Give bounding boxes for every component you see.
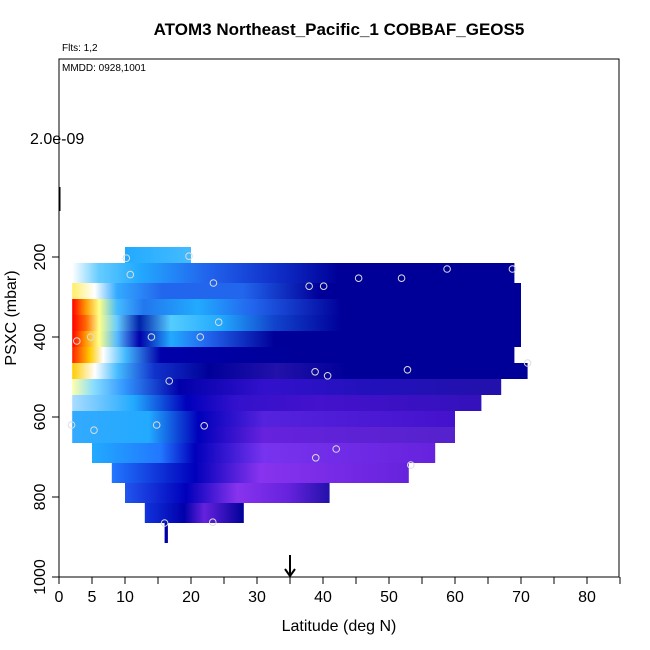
x-tick-label: 10 (116, 589, 134, 606)
plot-frame (58, 58, 620, 578)
heatmap-band (72, 283, 521, 299)
data-point (200, 422, 208, 430)
data-point (122, 254, 131, 263)
data-point (319, 282, 328, 291)
x-tick-label: 50 (380, 589, 398, 606)
data-point (397, 274, 406, 283)
x-tick-label: 80 (578, 589, 596, 606)
heatmap-bands (58, 187, 528, 543)
y-axis-label: PSXC (mbar) (3, 270, 20, 365)
colorbar-label: 2.0e-09 (30, 131, 84, 148)
x-tick-label: 30 (248, 589, 266, 606)
x-tick-label: 5 (88, 589, 97, 606)
data-point (90, 426, 98, 435)
heatmap-band (72, 379, 502, 395)
x-tick-label: 70 (512, 589, 530, 606)
x-tick-label: 20 (182, 589, 200, 606)
heatmap-band (92, 443, 436, 463)
data-point (209, 279, 218, 287)
flights-label: Flts: 1,2 (62, 43, 98, 54)
heatmap-band (72, 315, 521, 331)
data-point (523, 359, 532, 367)
data-point (323, 372, 332, 380)
data-point (354, 274, 363, 283)
data-point (332, 445, 341, 453)
heatmap-band (111, 463, 409, 483)
heatmap-band (72, 347, 515, 363)
heatmap-band (125, 483, 330, 503)
y-tick-label: 1000 (32, 559, 49, 595)
y-tick-label: 800 (32, 484, 49, 511)
data-point (196, 333, 205, 341)
data-point (305, 282, 313, 291)
data-point (160, 519, 169, 527)
latitude-arrow (284, 555, 296, 578)
data-point (214, 318, 223, 327)
sample-points (67, 252, 532, 527)
heatmap-band (72, 427, 455, 443)
y-tick-label: 600 (32, 404, 49, 431)
x-axis: 0 5 10 20 30 40 50 60 70 80 (55, 577, 621, 606)
heatmap-band (72, 411, 455, 427)
heatmap-band (144, 503, 244, 523)
data-point (147, 333, 156, 341)
data-point (152, 421, 161, 429)
heatmap-band (72, 299, 521, 315)
data-point (126, 270, 135, 279)
arrow-head (284, 568, 296, 578)
data-point (73, 337, 81, 345)
x-tick-label: 60 (446, 589, 464, 606)
heatmap-band (72, 263, 515, 283)
y-tick-label: 200 (32, 244, 49, 271)
y-axis: 200 400 600 800 1000 (32, 244, 59, 595)
heatmap-band (164, 523, 168, 543)
heatmap-band (72, 395, 482, 411)
data-point (165, 377, 174, 385)
data-point (508, 265, 517, 273)
data-point (185, 252, 193, 261)
mmdd-label: MMDD: 0928,1001 (62, 63, 146, 74)
data-point (67, 421, 76, 429)
data-point (443, 265, 451, 273)
data-point (311, 368, 319, 376)
chart-title: ATOM3 Northeast_Pacific_1 COBBAF_GEOS5 (154, 20, 525, 39)
data-point (208, 518, 217, 527)
x-tick-label: 40 (314, 589, 332, 606)
x-axis-label: Latitude (deg N) (282, 618, 397, 635)
heatmap-band (72, 331, 521, 347)
data-point (403, 366, 412, 374)
x-tick-label: 0 (55, 589, 64, 606)
y-tick-label: 400 (32, 324, 49, 351)
data-point (86, 333, 95, 341)
heatmap-band (72, 363, 528, 379)
data-point (311, 454, 320, 462)
heatmap-band (125, 247, 191, 263)
data-point (406, 461, 415, 469)
